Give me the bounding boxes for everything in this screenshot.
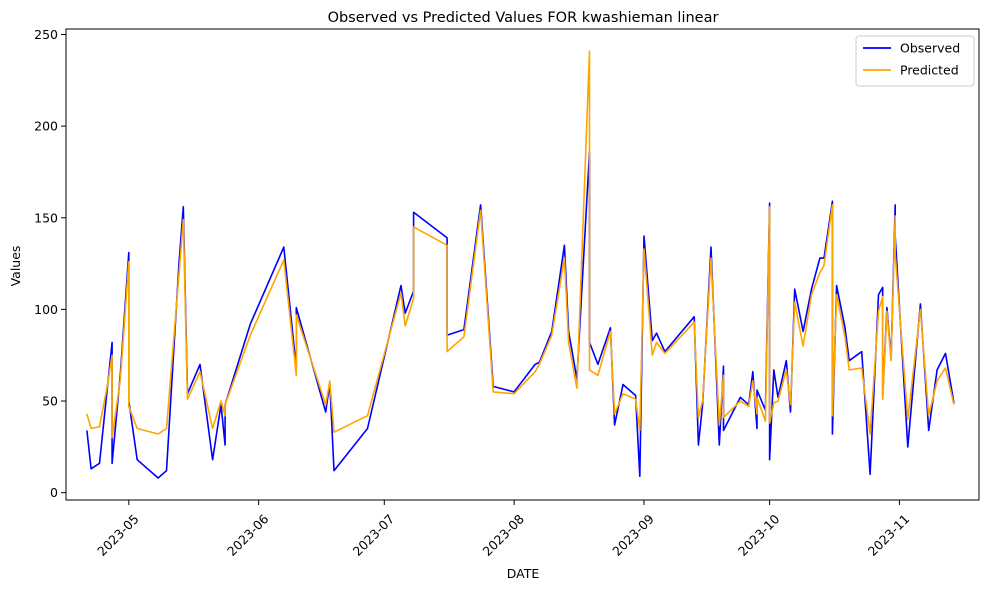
plot-frame xyxy=(65,28,980,501)
series-line-observed xyxy=(86,151,955,479)
y-tick-label: 50 xyxy=(42,394,58,409)
legend-predicted-label: Predicted xyxy=(900,63,959,78)
legend: Observed Predicted xyxy=(855,35,975,87)
x-axis-label: DATE xyxy=(507,566,540,581)
y-axis-ticks: 0 50 100 150 200 250 xyxy=(34,27,66,500)
y-tick-label: 100 xyxy=(34,302,58,317)
chart-title: Observed vs Predicted Values FOR kwashie… xyxy=(328,10,719,26)
y-tick-label: 250 xyxy=(34,27,58,42)
y-tick-label: 200 xyxy=(34,119,58,134)
y-tick-label: 0 xyxy=(50,485,58,500)
plot-area xyxy=(86,50,955,479)
y-axis-label: Values xyxy=(8,246,23,287)
series-line-predicted xyxy=(86,50,955,439)
y-tick-label: 150 xyxy=(34,210,58,225)
legend-observed-label: Observed xyxy=(900,41,960,56)
